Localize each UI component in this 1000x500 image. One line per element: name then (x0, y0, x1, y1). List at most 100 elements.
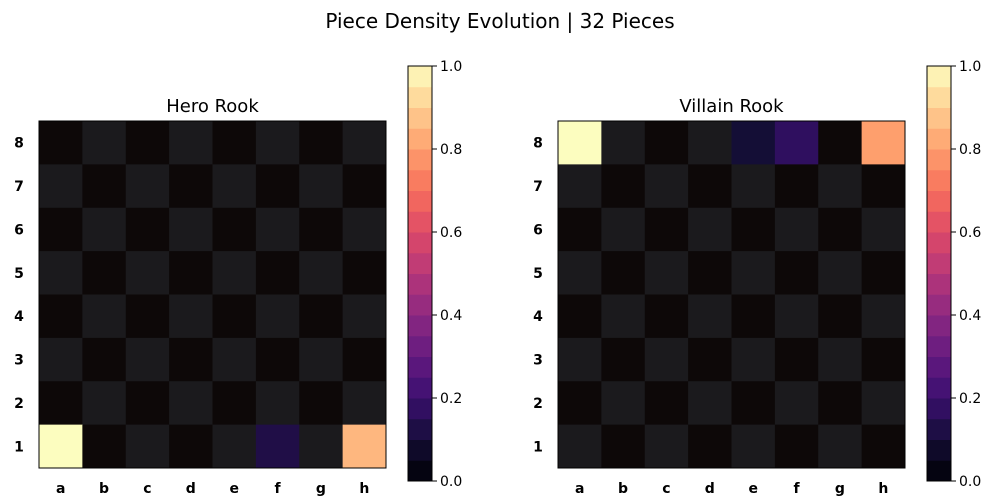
colorbar-tick-label: 1.0 (959, 59, 981, 75)
colorbar-band (927, 315, 951, 337)
heatmap-cell-g6 (818, 207, 863, 252)
heatmap-cell-b2 (601, 381, 646, 426)
heatmap-cell-h1 (861, 424, 906, 469)
heatmap-cell-g6 (299, 207, 344, 252)
colorbar-band (408, 439, 432, 461)
heatmap-cell-b8 (82, 121, 127, 165)
colorbar-band (927, 398, 951, 420)
heatmap-cell-g1 (818, 424, 863, 469)
heatmap-cell-c3 (644, 337, 689, 382)
heatmap-cell-h4 (861, 294, 906, 339)
heatmap-cell-f5 (774, 251, 819, 295)
heatmap-cell-e7 (212, 164, 257, 209)
file-label: a (56, 481, 65, 497)
heatmap-cell-h8 (861, 121, 906, 165)
heatmap-cell-b7 (601, 164, 646, 209)
heatmap-cell-e4 (212, 294, 257, 339)
colorbar-band (408, 232, 432, 254)
heatmap-cell-b3 (601, 337, 646, 382)
colorbar-band (408, 335, 432, 357)
heatmap-cell-b1 (601, 424, 646, 469)
heatmap-cell-d4 (169, 294, 213, 339)
rank-label: 5 (533, 266, 543, 282)
heatmap-cell-g1 (299, 424, 344, 469)
heatmap-cell-f5 (255, 251, 300, 295)
heatmap-cell-a3 (558, 337, 602, 382)
heatmap-cell-g2 (299, 381, 344, 426)
file-label: b (618, 481, 628, 497)
heatmap-cell-g5 (299, 251, 344, 295)
rank-label: 6 (533, 222, 543, 238)
heatmap-cell-e5 (212, 251, 257, 295)
heatmap-cell-f3 (255, 337, 300, 382)
heatmap-cell-c7 (125, 164, 170, 209)
heatmap-cell-h6 (861, 207, 906, 252)
file-label: b (99, 481, 109, 497)
heatmap-cell-c7 (644, 164, 689, 209)
heatmap-cell-a5 (558, 251, 602, 295)
colorbar-band (927, 335, 951, 357)
file-label: c (143, 481, 151, 497)
heatmap-cell-g8 (818, 121, 863, 165)
rank-label: 2 (14, 396, 24, 412)
colorbar-band (927, 211, 951, 233)
heatmap-cell-f8 (774, 121, 819, 165)
colorbar-tick-label: 0.6 (959, 225, 981, 241)
colorbar-tick-label: 0.4 (440, 308, 462, 324)
heatmap-cell-d4 (688, 294, 732, 339)
heatmap-cell-b8 (601, 121, 646, 165)
heatmap-cell-c4 (644, 294, 689, 339)
file-label: h (878, 481, 888, 497)
rank-label: 8 (533, 136, 543, 152)
colorbar-band (408, 66, 432, 88)
colorbar-band (408, 460, 432, 482)
colorbar-band (408, 190, 432, 212)
heatmap-cell-g7 (818, 164, 863, 209)
colorbar-band (408, 107, 432, 129)
heatmap-cell-a4 (558, 294, 602, 339)
heatmap-cell-a2 (39, 381, 83, 426)
heatmap-cell-h6 (342, 207, 387, 252)
heatmap-cell-f7 (774, 164, 819, 209)
heatmap-cell-c8 (644, 121, 689, 165)
heatmap-cell-h3 (342, 337, 387, 382)
heatmap-cell-d3 (688, 337, 732, 382)
heatmap-cell-h5 (861, 251, 906, 295)
heatmap-cell-c4 (125, 294, 170, 339)
heatmap-cell-a3 (39, 337, 83, 382)
file-label: e (748, 481, 758, 497)
file-label: f (794, 481, 801, 497)
colorbar-band (927, 190, 951, 212)
heatmap-cell-f2 (255, 381, 300, 426)
heatmap-cell-f3 (774, 337, 819, 382)
heatmap-cell-c5 (644, 251, 689, 295)
heatmap-cell-a8 (558, 121, 602, 165)
heatmap-cell-e8 (212, 121, 257, 165)
colorbar-band (408, 356, 432, 378)
heatmap-cell-b5 (601, 251, 646, 295)
rank-label: 4 (533, 309, 543, 325)
file-label: g (316, 481, 326, 497)
colorbar-tick-label: 0.6 (440, 225, 462, 241)
file-label: f (275, 481, 282, 497)
heatmap-cell-g4 (818, 294, 863, 339)
rank-label: 1 (533, 439, 543, 455)
colorbar-band (408, 294, 432, 316)
heatmap-panel: Villain Rook 8 7 6 5 4 3 2 1 a b c d e f g h 0.0 0.2 0.4 0.6… (533, 59, 981, 497)
colorbar-band (927, 439, 951, 461)
colorbar-band (408, 252, 432, 274)
colorbar-band (927, 252, 951, 274)
colorbar-tick-label: 0.4 (959, 308, 981, 324)
colorbar-band (927, 149, 951, 171)
rank-label: 2 (533, 396, 543, 412)
heatmap-cell-f1 (255, 424, 300, 469)
heatmap-cell-d6 (688, 207, 732, 252)
colorbar-band (408, 418, 432, 440)
heatmap-cell-f2 (774, 381, 819, 426)
colorbar-band (927, 356, 951, 378)
heatmap-cell-b2 (82, 381, 127, 426)
colorbar-tick-label: 0.2 (440, 391, 462, 407)
heatmap-cell-g4 (299, 294, 344, 339)
heatmap-cell-d1 (688, 424, 732, 469)
